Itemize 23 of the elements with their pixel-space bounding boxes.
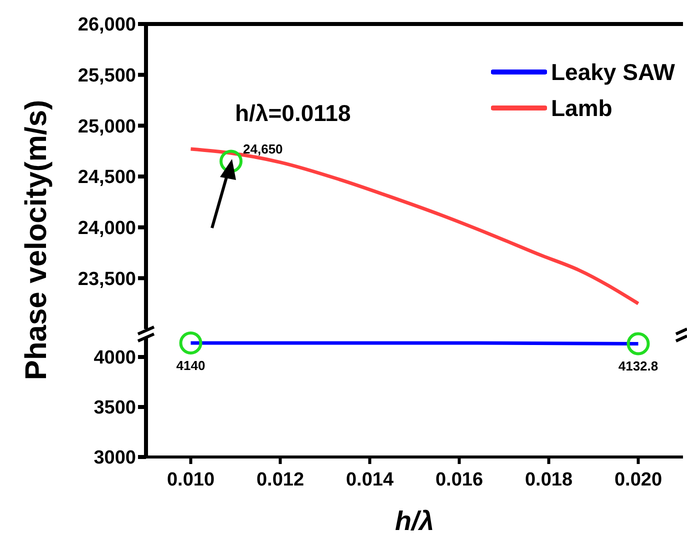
y-tick-label: 4000 bbox=[94, 348, 136, 369]
y-tick-label: 24,500 bbox=[78, 167, 136, 188]
text: Leaky SAW bbox=[551, 58, 675, 84]
x-tick-label: 0.010 bbox=[166, 469, 215, 490]
y-tick-label: 26,000 bbox=[78, 14, 136, 36]
y-tick-label: 25,500 bbox=[78, 66, 136, 87]
x-tick-label: 0.020 bbox=[614, 469, 662, 490]
annotation: 4132.8 bbox=[618, 358, 658, 374]
y-tick-label: 25,000 bbox=[78, 116, 136, 138]
annotation: 24,650 bbox=[243, 141, 283, 156]
annotation: h/λ=0.0118 bbox=[235, 100, 351, 127]
legend-label: Lamb bbox=[551, 94, 612, 122]
x-axis-title: h/λ bbox=[394, 506, 434, 534]
x-tick-label: 0.014 bbox=[346, 469, 394, 490]
annotation: 4140 bbox=[176, 358, 206, 373]
y-tick-label: 24,000 bbox=[78, 218, 136, 240]
y-axis-title: Phase velocity(m/s) bbox=[20, 100, 53, 380]
x-tick-label: 0.012 bbox=[256, 469, 304, 490]
x-tick-label: 0.018 bbox=[524, 469, 573, 490]
y-tick-label: 23,500 bbox=[78, 268, 136, 290]
y-tick-label: 3000 bbox=[94, 448, 136, 469]
x-tick-label: 0.016 bbox=[435, 469, 484, 490]
y-tick-label: 3500 bbox=[94, 398, 136, 419]
